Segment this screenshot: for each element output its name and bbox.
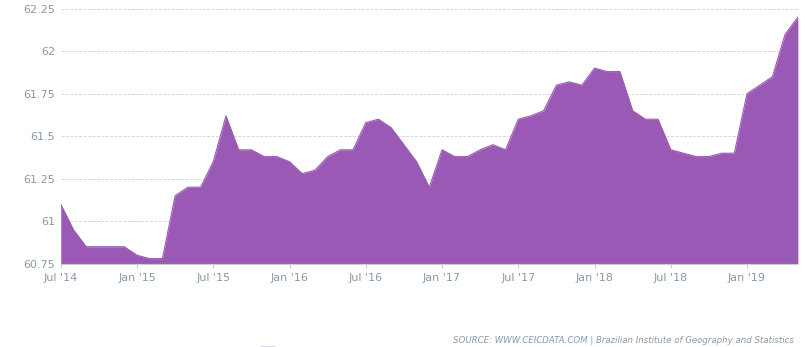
Text: SOURCE: WWW.CEICDATA.COM | Brazilian Institute of Geography and Statistics: SOURCE: WWW.CEICDATA.COM | Brazilian Ins…	[453, 336, 794, 345]
Legend: Labour Force Participation Rate: Labour Force Participation Rate	[254, 341, 486, 347]
